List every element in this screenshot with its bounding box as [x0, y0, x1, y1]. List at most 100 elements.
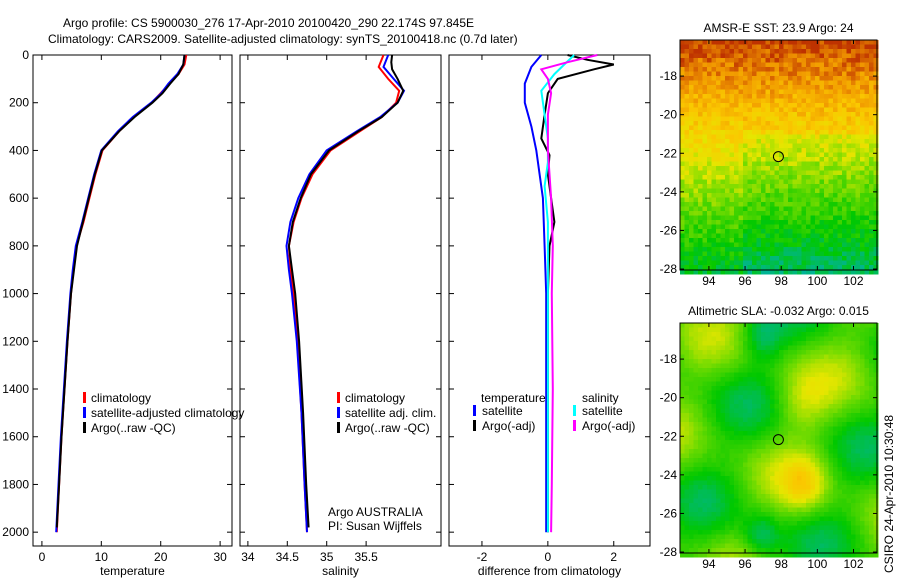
- map-cell: [716, 76, 721, 81]
- map-cell: [801, 543, 807, 549]
- map-cell: [725, 130, 730, 135]
- map-cell: [684, 134, 690, 140]
- map-cell: [698, 507, 703, 513]
- map-cell: [801, 534, 807, 540]
- map-cell: [842, 121, 847, 126]
- map-cell: [801, 444, 807, 450]
- map-cell: [837, 413, 843, 418]
- map-cell: [770, 467, 775, 472]
- map-cell: [819, 354, 825, 360]
- map-cell: [689, 184, 694, 189]
- map-cell: [810, 494, 816, 499]
- map-cell: [851, 539, 856, 544]
- map-cell: [698, 480, 703, 486]
- map-cell: [792, 449, 798, 454]
- map-cell: [783, 53, 789, 59]
- map-cell: [761, 345, 766, 351]
- map-cell: [788, 494, 793, 499]
- map-cell: [833, 503, 838, 508]
- map-cell: [689, 377, 694, 382]
- map-cell: [842, 251, 847, 257]
- map-cell: [819, 422, 825, 427]
- map-cell: [810, 107, 816, 113]
- map-cell: [716, 220, 721, 225]
- map-cell: [693, 444, 699, 450]
- map-cell: [680, 458, 685, 463]
- map-cell: [842, 238, 847, 243]
- map-cell: [855, 85, 861, 90]
- map-cell: [743, 354, 748, 360]
- map-cell: [873, 62, 879, 68]
- map-cell: [720, 390, 726, 396]
- map-cell: [828, 462, 834, 468]
- map-cell: [707, 462, 712, 468]
- map-cell: [842, 161, 847, 167]
- map-cell: [689, 139, 694, 144]
- map-cell: [693, 489, 699, 495]
- map-cell: [797, 372, 802, 378]
- map-cell: [770, 76, 775, 81]
- map-cell: [729, 471, 735, 477]
- map-cell: [828, 417, 834, 423]
- map-cell: [846, 332, 852, 337]
- map-cell: [725, 152, 730, 158]
- map-cell: [774, 58, 780, 63]
- map-cell: [707, 381, 712, 387]
- map-cell: [716, 467, 721, 472]
- map-cell: [783, 408, 789, 414]
- map-cell: [761, 166, 766, 171]
- map-cell: [815, 134, 820, 140]
- map-cell: [801, 498, 807, 504]
- map-cell: [837, 71, 843, 77]
- map-cell: [783, 440, 789, 445]
- map-cell: [869, 489, 874, 495]
- map-cell: [828, 332, 834, 337]
- map-cell: [689, 444, 694, 450]
- map-cell: [783, 251, 789, 257]
- map-cell: [684, 323, 690, 328]
- map-cell: [729, 44, 735, 50]
- map-cell: [689, 363, 694, 369]
- map-cell: [747, 125, 753, 131]
- map-cell: [765, 489, 771, 495]
- map-cell: [855, 251, 861, 257]
- map-cell: [860, 359, 865, 364]
- map-cell: [743, 503, 748, 508]
- map-cell: [743, 107, 748, 113]
- map-cell: [828, 206, 834, 212]
- map-cell: [756, 530, 762, 535]
- map-cell: [711, 359, 717, 364]
- map-cell: [765, 332, 771, 337]
- map-cell: [770, 480, 775, 486]
- map-cell: [837, 166, 843, 171]
- map-cell: [855, 480, 861, 486]
- map-cell: [873, 260, 879, 266]
- map-cell: [810, 49, 816, 54]
- map-cell: [873, 471, 879, 477]
- map-frame: [679, 39, 878, 271]
- map-cell: [779, 103, 784, 108]
- map-cell: [842, 534, 847, 540]
- map-cell: [680, 467, 685, 472]
- map-cell: [851, 377, 856, 382]
- map-cell: [815, 530, 820, 535]
- map-cell: [720, 498, 726, 504]
- map-cell: [788, 476, 793, 481]
- map-cell: [801, 494, 807, 499]
- map-x-tick-label: 94: [702, 274, 716, 288]
- map-cell: [860, 215, 865, 221]
- map-cell: [824, 390, 829, 396]
- map-cell: [774, 53, 780, 59]
- map-cell: [689, 534, 694, 540]
- map-cell: [680, 260, 685, 266]
- map-cell: [734, 512, 739, 517]
- map-cell: [801, 435, 807, 441]
- map-cell: [747, 269, 753, 275]
- map-cell: [698, 220, 703, 225]
- map-cell: [693, 197, 699, 203]
- map-cell: [842, 530, 847, 535]
- map-cell: [774, 480, 780, 486]
- map-cell: [684, 350, 690, 355]
- map-cell: [689, 332, 694, 337]
- map-cell: [833, 44, 838, 50]
